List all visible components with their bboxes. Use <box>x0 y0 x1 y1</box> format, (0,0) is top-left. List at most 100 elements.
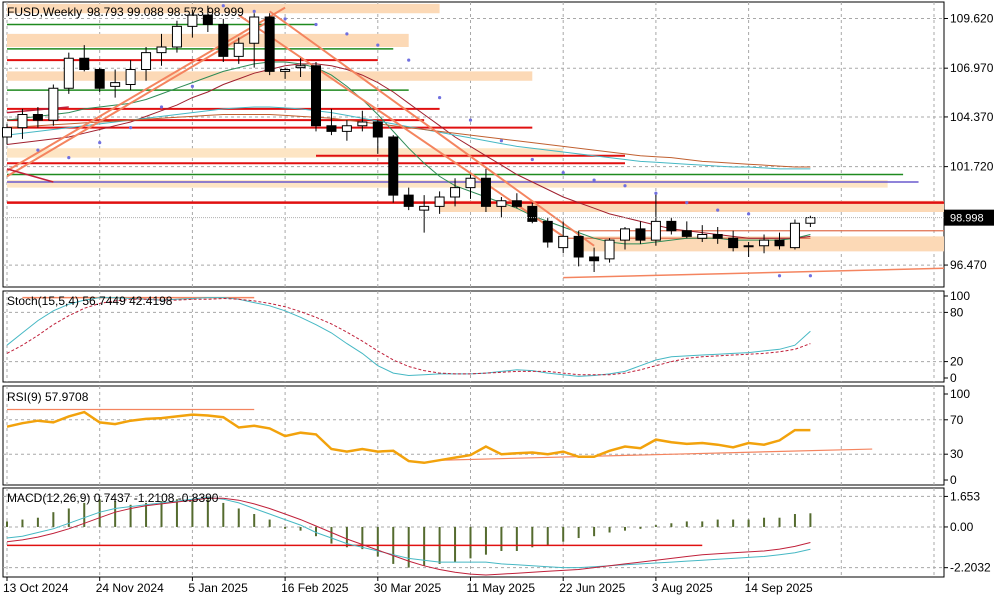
macd-hist-bar <box>763 517 766 527</box>
macd-hist-bar <box>732 519 735 527</box>
macd-hist-bar <box>670 523 673 527</box>
candle-body <box>604 239 615 260</box>
candle-body <box>357 121 368 127</box>
psar-dot <box>98 141 102 145</box>
stoch-tick-label: 80 <box>950 305 964 319</box>
macd-panel[interactable]: 1.653 0.00 -2.2032 MACD(12,26,9) 0.7437 -1… <box>2 487 991 578</box>
psar-dot <box>376 43 380 47</box>
macd-hist-bar <box>376 526 379 557</box>
candle-body <box>511 200 522 207</box>
macd-hist-bar <box>515 526 518 551</box>
macd-hist-bar <box>454 526 457 563</box>
macd-hist-bar <box>345 526 348 548</box>
macd-hist-bar <box>716 519 719 527</box>
candle-body <box>620 228 630 241</box>
rsi-axis: 100 70 30 0 <box>944 387 970 487</box>
rsi-line <box>6 410 811 465</box>
macd-hist-bar <box>114 501 117 527</box>
rsi-tick-label: 0 <box>950 473 957 487</box>
psar-dot <box>468 118 473 122</box>
macd-tick-label: 0.00 <box>950 520 974 534</box>
rsi-panel[interactable]: 100 70 30 0 RSI(9) 57.9708 <box>2 385 970 487</box>
macd-hist-bar <box>206 499 209 527</box>
macd-hist-bar <box>747 519 750 527</box>
macd-hist-bar <box>52 512 55 527</box>
macd-hist-bar <box>145 502 148 527</box>
stoch-grid <box>3 291 944 382</box>
candle-body <box>589 256 600 262</box>
candle-body <box>295 65 306 69</box>
macd-hist-bar <box>654 525 657 527</box>
macd-hist-bar <box>577 526 580 539</box>
trendline-2 <box>269 10 595 247</box>
candle-body <box>311 65 321 127</box>
macd-hist-bar <box>315 526 317 537</box>
macd-hist-bar <box>330 526 333 544</box>
chart-title: FUSD,Weekly <box>7 5 82 19</box>
psar-dot <box>36 148 40 152</box>
candle-body <box>94 69 105 89</box>
trendline-6 <box>563 267 945 279</box>
current-price-box <box>944 209 994 226</box>
candle-body <box>681 230 692 237</box>
price-tick-label: 104.370 <box>950 110 994 124</box>
rsi-trendline-1 <box>439 448 873 461</box>
psar-dot <box>314 22 318 27</box>
candle-body <box>63 57 74 89</box>
macd-hist-bar <box>423 526 426 566</box>
macd-hist-bar <box>67 508 70 527</box>
macd-hist-bar <box>191 501 194 527</box>
stoch-label: Stoch(15,5,4) 56.7449 42.4198 <box>7 294 173 308</box>
macd-hist-bar <box>624 526 626 531</box>
psar-dot <box>129 126 133 130</box>
level-band-4 <box>7 180 888 188</box>
candle-body <box>372 121 383 138</box>
macd-hist-bar <box>268 519 271 527</box>
stoch-panel[interactable]: 100 80 20 0 Stoch(15,5,4) 56.7449 42.4198 <box>2 289 970 385</box>
stoch-tick-label: 0 <box>950 371 957 385</box>
candle-body <box>697 234 708 239</box>
candle-body <box>249 16 260 44</box>
moving-average-3 <box>6 114 811 168</box>
candle-body <box>450 187 461 198</box>
time-axis: 13 Oct 2024 24 Nov 2024 5 Jan 2025 16 Feb 2… <box>3 577 813 595</box>
candle-body <box>264 16 275 72</box>
level-band-3 <box>7 148 564 158</box>
macd-hist-bar <box>500 526 503 551</box>
psar-dot <box>808 274 813 278</box>
candle-body <box>743 245 754 248</box>
candle-body <box>341 125 352 132</box>
candle-body <box>666 220 677 232</box>
moving-average-1 <box>6 63 811 239</box>
moving-averages <box>6 61 811 245</box>
rsi-tick-label: 70 <box>950 413 964 427</box>
x-tick-label: 22 Jun 2025 <box>559 581 625 595</box>
macd-label: MACD(12,26,9) 0.7437 -1.2108 -0.8390 <box>7 491 219 505</box>
psar-dot <box>499 139 503 143</box>
macd-axis: 1.653 0.00 -2.2032 <box>944 489 991 575</box>
trendline-4 <box>6 168 54 183</box>
macd-signal-line <box>6 497 811 576</box>
psar-dot <box>159 105 164 109</box>
psar-dot <box>716 208 720 212</box>
psar-dot <box>252 9 256 13</box>
macd-hist-bar <box>608 526 611 533</box>
price-tick-label: 96.470 <box>950 258 987 272</box>
candle-body <box>218 24 229 57</box>
price-axis: 109.620 106.970 104.370 101.720 96.470 <box>944 12 994 272</box>
stoch-tick-label: 20 <box>950 355 964 369</box>
macd-hist-bar <box>809 513 812 527</box>
candle-body <box>480 177 491 207</box>
macd-hist-bar <box>21 519 24 527</box>
rsi-tick-label: 100 <box>950 387 970 401</box>
price-panel[interactable]: 109.620 106.970 104.370 101.720 96.470 FUSD,… <box>2 1 995 288</box>
macd-hist-bar <box>222 502 225 527</box>
candle-body <box>388 136 399 196</box>
candle-body <box>635 228 646 241</box>
macd-hist-bar <box>361 526 364 550</box>
macd-hist-bar <box>253 514 256 527</box>
candle-body <box>2 127 12 138</box>
x-tick-label: 3 Aug 2025 <box>652 581 713 595</box>
x-tick-label: 14 Sep 2025 <box>745 581 813 595</box>
